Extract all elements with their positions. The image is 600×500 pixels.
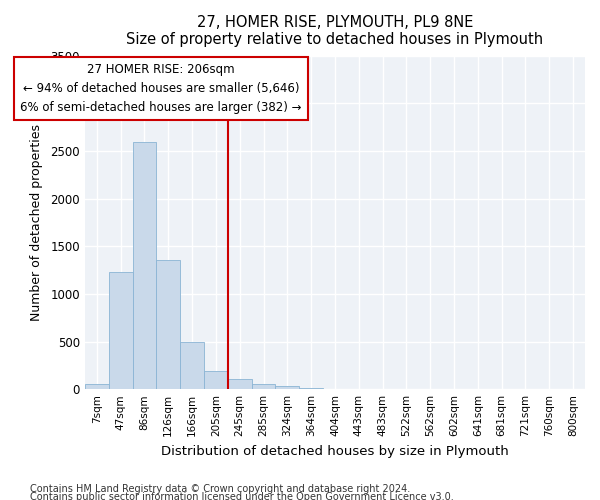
Bar [157, 260, 180, 389]
Bar [133, 142, 157, 389]
Bar [180, 342, 204, 389]
Bar [251, 384, 275, 389]
Bar [109, 272, 133, 389]
Text: Contains public sector information licensed under the Open Government Licence v3: Contains public sector information licen… [30, 492, 454, 500]
Text: 27 HOMER RISE: 206sqm
← 94% of detached houses are smaller (5,646)
6% of semi-de: 27 HOMER RISE: 206sqm ← 94% of detached … [20, 63, 302, 114]
Title: 27, HOMER RISE, PLYMOUTH, PL9 8NE
Size of property relative to detached houses i: 27, HOMER RISE, PLYMOUTH, PL9 8NE Size o… [127, 15, 544, 48]
Bar [228, 378, 251, 389]
Bar [275, 386, 299, 389]
Bar [299, 388, 323, 389]
Text: Contains HM Land Registry data © Crown copyright and database right 2024.: Contains HM Land Registry data © Crown c… [30, 484, 410, 494]
Bar [204, 370, 228, 389]
Bar [85, 384, 109, 389]
X-axis label: Distribution of detached houses by size in Plymouth: Distribution of detached houses by size … [161, 444, 509, 458]
Y-axis label: Number of detached properties: Number of detached properties [31, 124, 43, 321]
